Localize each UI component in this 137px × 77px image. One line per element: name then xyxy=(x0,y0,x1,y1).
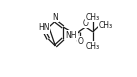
Text: NH: NH xyxy=(66,31,77,40)
Text: O: O xyxy=(78,37,83,46)
Text: O: O xyxy=(83,19,89,28)
Text: CH₃: CH₃ xyxy=(86,13,100,22)
Text: O: O xyxy=(42,24,48,33)
Text: CH₃: CH₃ xyxy=(86,42,100,51)
Text: N: N xyxy=(52,13,58,22)
Text: HN: HN xyxy=(38,23,50,31)
Text: CH₃: CH₃ xyxy=(98,21,112,30)
